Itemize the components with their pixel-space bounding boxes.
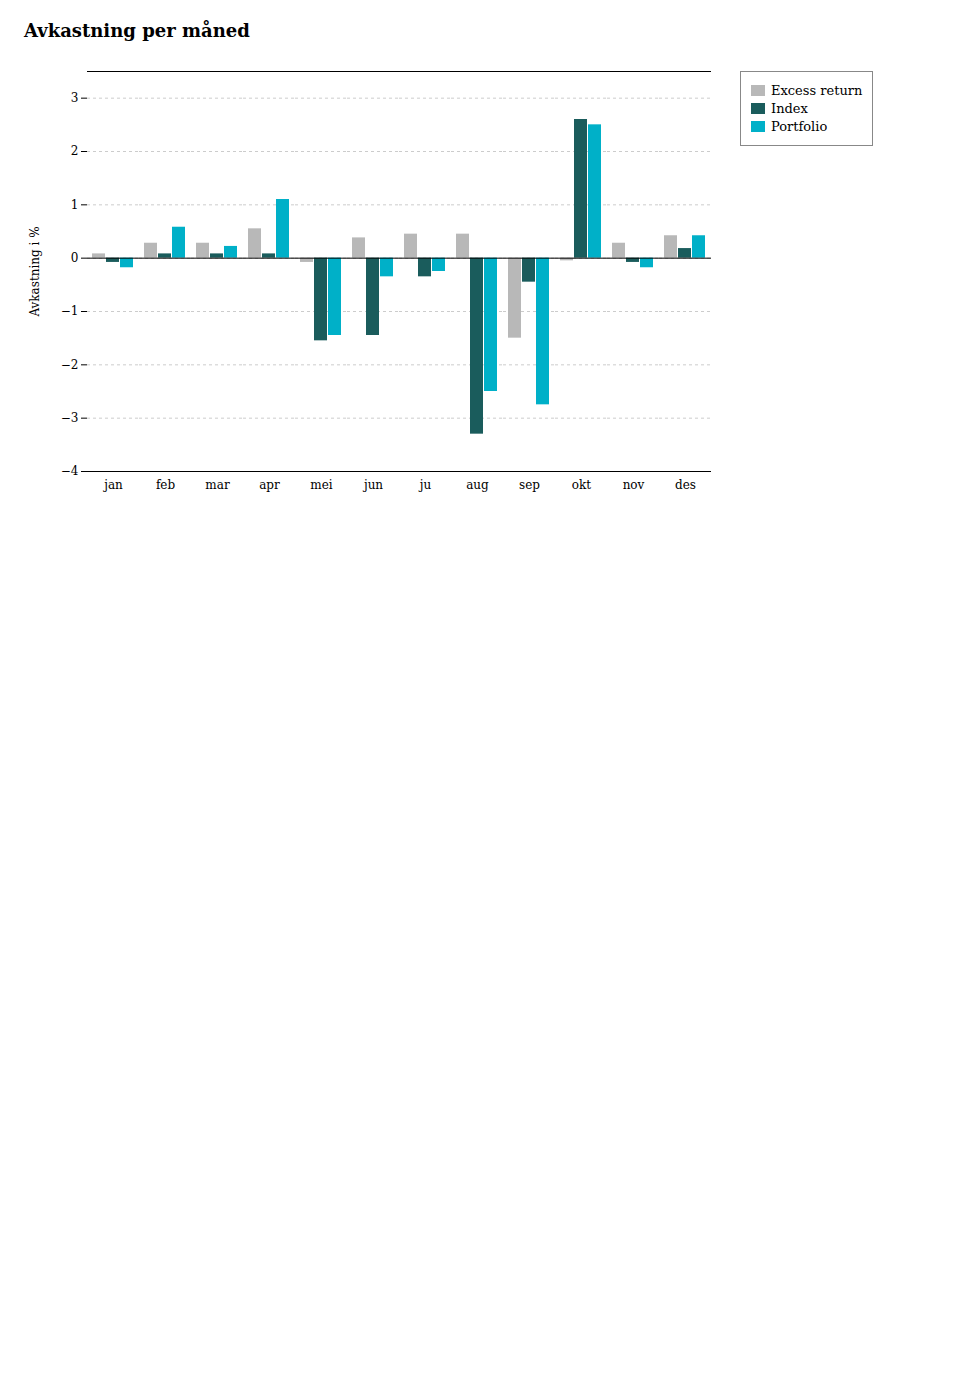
svg-text:mar: mar: [205, 478, 230, 492]
svg-text:Avkastning i %: Avkastning i %: [28, 226, 42, 317]
svg-text:−4: −4: [61, 464, 79, 478]
svg-text:2: 2: [71, 144, 79, 158]
html-text:Excess return: Excess return: [771, 83, 863, 98]
svg-text:−3: −3: [61, 411, 79, 425]
svg-text:sep: sep: [519, 478, 540, 492]
svg-text:jun: jun: [362, 478, 383, 492]
html-text:Index: Index: [771, 101, 808, 116]
svg-text:aug: aug: [466, 478, 489, 492]
svg-text:nov: nov: [623, 478, 645, 492]
svg-text:jan: jan: [102, 478, 123, 492]
svg-text:ju: ju: [418, 478, 432, 492]
svg-text:3: 3: [71, 91, 79, 105]
svg-text:okt: okt: [572, 478, 591, 492]
svg-text:apr: apr: [259, 478, 280, 492]
svg-text:des: des: [675, 478, 696, 492]
svg-text:−2: −2: [61, 358, 79, 372]
svg-text:0: 0: [71, 251, 79, 265]
html-text:Portfolio: Portfolio: [771, 119, 828, 134]
html-text:Avkastning per måned: Avkastning per måned: [24, 20, 250, 41]
svg-text:feb: feb: [156, 478, 176, 492]
svg-text:mei: mei: [310, 478, 332, 492]
svg-text:1: 1: [71, 198, 79, 212]
svg-text:−1: −1: [61, 304, 79, 318]
